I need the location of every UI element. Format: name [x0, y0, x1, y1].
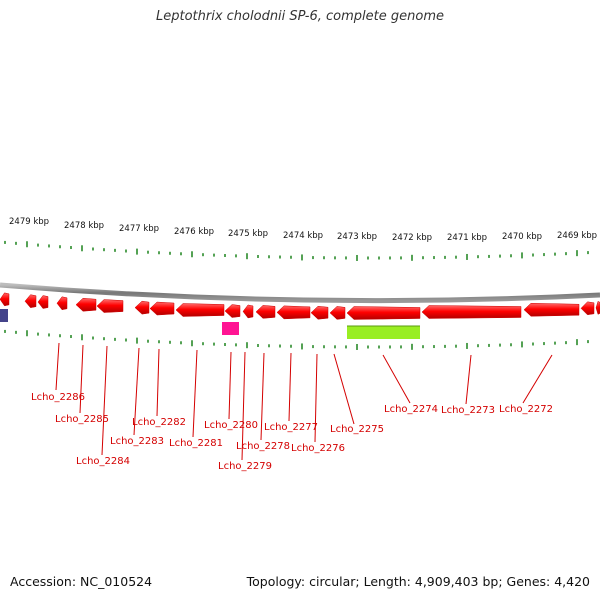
- top-scale-ticks: [4, 240, 589, 261]
- gene-arrow-2279: [242, 304, 254, 319]
- genome-backbone: [0, 282, 600, 304]
- gene-label-2278: Lcho_2278: [236, 441, 290, 452]
- gene-arrow-2272: [523, 302, 580, 317]
- feature-magenta: [222, 322, 239, 335]
- leader-2279: [241, 351, 246, 461]
- gene-label-2274: Lcho_2274: [384, 404, 438, 415]
- gene-label-2280: Lcho_2280: [204, 420, 258, 431]
- gene-arrow-2275: [329, 306, 346, 320]
- accession-text: Accession: NC_010524: [10, 574, 153, 589]
- gene-label-2276: Lcho_2276: [291, 443, 345, 454]
- gene-label-2282: Lcho_2282: [132, 417, 186, 428]
- gene-arrow-2286a: [24, 294, 37, 308]
- gene-arrow-2282b: [149, 301, 175, 316]
- leader-2275: [333, 353, 355, 425]
- leader-2282: [156, 348, 160, 417]
- scale-label-2469: 2469 kbp: [557, 231, 597, 241]
- gene-track: [0, 292, 600, 320]
- feature-green: [347, 326, 420, 339]
- leader-2277: [288, 352, 292, 422]
- leader-2285: [79, 344, 84, 414]
- feature-navy: [0, 309, 8, 322]
- leader-2281: [192, 349, 198, 438]
- gene-label-2275: Lcho_2275: [330, 424, 384, 435]
- gene-label-2279: Lcho_2279: [218, 461, 272, 472]
- bottom-scale-ticks: [4, 329, 589, 350]
- gene-label-2286: Lcho_2286: [31, 392, 85, 403]
- leader-2284: [101, 345, 108, 456]
- gene-arrow-2278: [255, 305, 276, 319]
- scale-label-2475: 2475 kbp: [228, 229, 268, 239]
- leader-2276: [314, 353, 318, 443]
- gene-labels: Lcho_2286 Lcho_2285 Lcho_2284 Lcho_2283 …: [31, 392, 553, 472]
- gene-arrow-2283: [96, 299, 124, 313]
- gene-arrow-2282a: [134, 300, 150, 315]
- gene-arrow-2284: [75, 297, 97, 312]
- scale-label-2471: 2471 kbp: [447, 233, 487, 243]
- scale-label-2473: 2473 kbp: [337, 232, 377, 242]
- scale-label-2479: 2479 kbp: [9, 217, 49, 227]
- gene-label-2272: Lcho_2272: [499, 404, 553, 415]
- gene-label-2281: Lcho_2281: [169, 438, 223, 449]
- gene-arrow-2280: [224, 304, 241, 318]
- gene-arrow-2277: [276, 305, 311, 320]
- map-title: Leptothrix cholodnii SP-6, complete geno…: [156, 9, 444, 24]
- gene-arrow-2273: [421, 305, 522, 319]
- leader-2273: [465, 354, 472, 405]
- gene-arrow-2281: [175, 303, 225, 317]
- leader-2274: [382, 354, 411, 404]
- gene-label-2273: Lcho_2273: [441, 405, 495, 416]
- leader-2283: [133, 347, 140, 436]
- leader-2278: [260, 352, 265, 441]
- gene-arrow-2286b: [37, 295, 49, 309]
- leader-2286: [55, 342, 60, 391]
- gene-label-2283: Lcho_2283: [110, 436, 164, 447]
- leader-2272: [522, 354, 553, 404]
- leader-2280: [228, 351, 232, 420]
- gene-arrow-left-edge: [0, 292, 10, 307]
- scale-label-2470: 2470 kbp: [502, 232, 542, 242]
- scale-label-2474: 2474 kbp: [283, 231, 323, 241]
- scale-label-2477: 2477 kbp: [119, 224, 159, 234]
- genome-summary-text: Topology: circular; Length: 4,909,403 bp…: [246, 574, 590, 589]
- gene-arrow-right-2: [595, 300, 600, 315]
- gene-label-2277: Lcho_2277: [264, 422, 318, 433]
- scale-label-2472: 2472 kbp: [392, 233, 432, 243]
- scale-label-2476: 2476 kbp: [174, 227, 214, 237]
- gene-label-2285: Lcho_2285: [55, 414, 109, 425]
- label-leader-lines: [55, 342, 553, 461]
- gene-arrow-2274: [346, 306, 421, 320]
- scale-labels: 2479 kbp 2478 kbp 2477 kbp 2476 kbp 2475…: [9, 217, 597, 243]
- gene-arrow-right-1: [580, 301, 595, 316]
- scale-label-2478: 2478 kbp: [64, 221, 104, 231]
- gene-arrow-2285: [56, 296, 68, 311]
- gene-label-2284: Lcho_2284: [76, 456, 130, 467]
- gene-arrow-2276: [310, 305, 329, 320]
